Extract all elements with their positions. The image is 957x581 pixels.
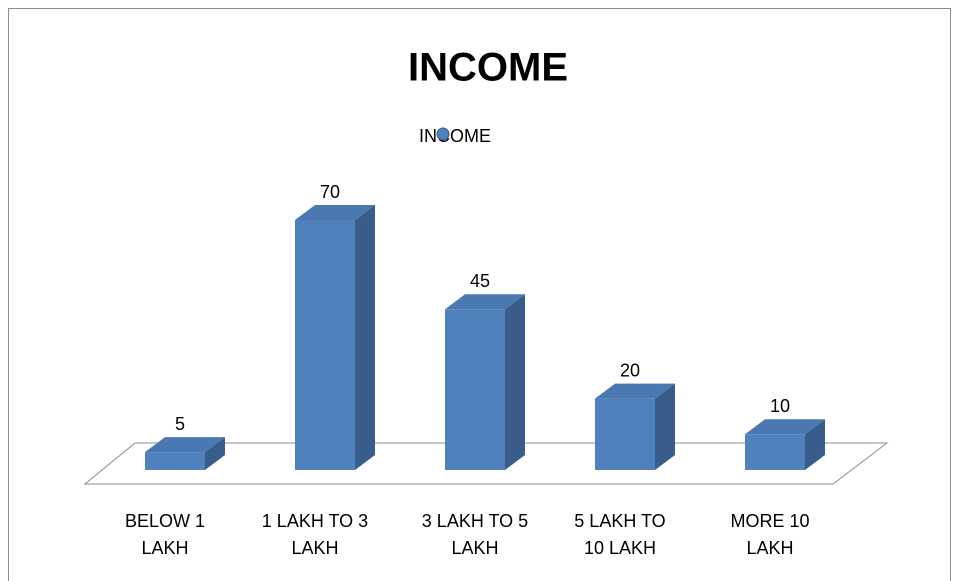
x-tick-label: 1 LAKH TO 3 LAKH (261, 511, 369, 558)
x-tick-label: 3 LAKH TO 5 LAKH (421, 511, 529, 558)
data-label: 10 (770, 396, 790, 416)
data-label: 20 (620, 360, 640, 380)
data-label: 5 (175, 414, 185, 434)
chart-title: INCOME (408, 46, 568, 90)
bar-front (445, 309, 505, 470)
bar-top (145, 437, 225, 453)
x-tick-label: MORE 10 LAKH (730, 511, 810, 558)
x-tick-label: 5 LAKH TO 10 LAKH (574, 511, 666, 558)
legend-label: INCOME (419, 126, 491, 146)
chart-border (8, 8, 951, 581)
bar-side (505, 294, 525, 470)
bar-side (655, 383, 675, 470)
legend-marker (436, 127, 450, 141)
bar-top (295, 205, 375, 220)
data-label: 70 (320, 182, 340, 202)
bar (445, 294, 525, 470)
bar-side (205, 437, 225, 470)
bar-front (295, 220, 355, 470)
x-tick-label: BELOW 1 LAKH (124, 511, 206, 558)
bar-side (355, 205, 375, 470)
bar-front (145, 452, 205, 470)
bar (295, 205, 375, 470)
bar-side (805, 419, 825, 470)
bar-top (445, 294, 525, 310)
bar-front (595, 398, 655, 470)
bar-front (745, 434, 805, 470)
bar (745, 419, 825, 470)
bar (595, 383, 675, 470)
bar (145, 437, 225, 470)
bar-top (595, 383, 675, 399)
data-label: 45 (470, 271, 490, 291)
bar-top (745, 419, 825, 435)
